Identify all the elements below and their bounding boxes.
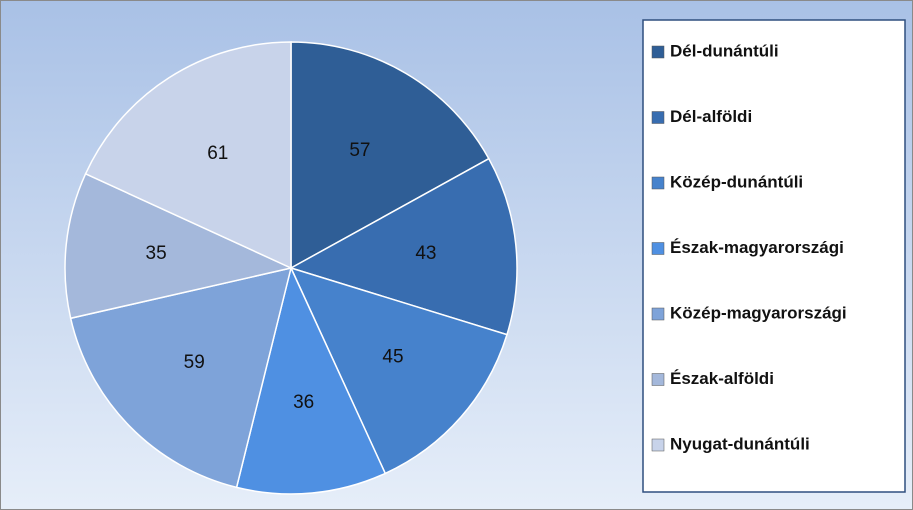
- legend-label: Közép-dunántúli: [670, 172, 803, 191]
- legend-box: [642, 19, 906, 493]
- data-label: 45: [382, 346, 403, 367]
- legend-swatch: [651, 45, 665, 59]
- data-label: 57: [349, 140, 370, 161]
- legend-swatch: [651, 373, 665, 386]
- legend-swatch: [651, 111, 665, 124]
- data-label: 59: [184, 352, 205, 373]
- pie-slice: [290, 41, 490, 270]
- pie-slice: [289, 266, 508, 475]
- pie-slice: [289, 157, 518, 336]
- data-label: 61: [207, 143, 228, 164]
- legend-swatch: [651, 307, 665, 321]
- data-label: 36: [293, 392, 314, 413]
- legend-swatch: [651, 176, 665, 190]
- pie-slice: [64, 172, 294, 320]
- legend-swatch: [651, 242, 665, 255]
- pie-slice: [235, 265, 387, 495]
- legend-label: Dél-alföldi: [670, 107, 752, 126]
- legend-label: Dél-dunántúli: [670, 41, 779, 60]
- pie-slice: [69, 266, 293, 489]
- legend-label: Észak-alföldi: [670, 369, 774, 388]
- data-label: 43: [415, 243, 436, 264]
- legend-swatch: [651, 438, 665, 452]
- pie-slice: [84, 41, 292, 270]
- legend-label: Észak-magyarországi: [670, 238, 844, 257]
- legend-label: Nyugat-dunántúli: [670, 434, 810, 453]
- legend-label: Közép-magyarországi: [670, 303, 847, 322]
- data-label: 35: [146, 243, 167, 264]
